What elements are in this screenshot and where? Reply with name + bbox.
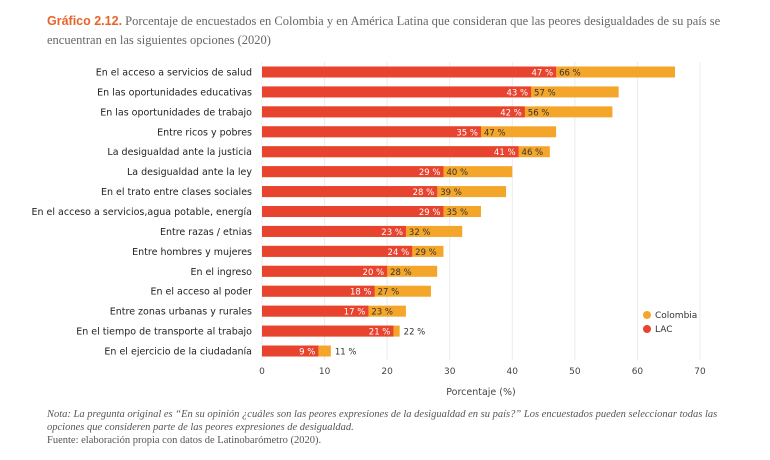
data-label-colombia: 40 % xyxy=(446,168,468,178)
source-text: Fuente: elaboración propia con datos de … xyxy=(47,435,322,446)
category-label: Entre ricos y pobres xyxy=(157,127,252,138)
title-text: Porcentaje de encuestados en Colombia y … xyxy=(47,14,721,47)
data-label-colombia: 11 % xyxy=(335,348,357,358)
bar-lac xyxy=(262,285,375,297)
data-label-colombia: 22 % xyxy=(404,328,426,338)
bar-lac xyxy=(262,325,394,337)
data-label-colombia: 39 % xyxy=(440,188,462,198)
category-label: En el tiempo de transporte al trabajo xyxy=(76,327,252,338)
bar-lac xyxy=(262,146,519,158)
data-label-colombia: 23 % xyxy=(371,308,393,318)
x-tick-label: 20 xyxy=(381,367,393,377)
data-label-lac: 42 % xyxy=(500,108,522,118)
x-tick-label: 70 xyxy=(694,367,706,377)
bar-lac xyxy=(262,66,557,78)
bar-lac xyxy=(262,86,532,98)
bar-lac xyxy=(262,206,444,218)
bar-lac xyxy=(262,245,413,257)
category-label: En las oportunidades educativas xyxy=(97,87,252,98)
bar-lac xyxy=(262,166,444,178)
data-label-lac: 28 % xyxy=(413,188,435,198)
data-label-colombia: 57 % xyxy=(534,88,556,98)
data-label-colombia: 35 % xyxy=(446,208,468,218)
figure-number: Gráfico 2.12. xyxy=(47,14,123,28)
data-label-lac: 9 % xyxy=(299,348,315,358)
bar-lac xyxy=(262,345,319,357)
data-label-colombia: 46 % xyxy=(522,148,544,158)
note-text: Nota: La pregunta original es “En su opi… xyxy=(47,409,718,433)
legend-label-colombia: Colombia xyxy=(655,311,697,321)
category-label: Entre razas / etnias xyxy=(160,227,252,238)
legend-marker-colombia xyxy=(643,311,651,319)
category-label: En el ejercicio de la ciudadanía xyxy=(104,347,252,358)
data-label-lac: 18 % xyxy=(350,288,372,298)
data-label-colombia: 32 % xyxy=(409,228,431,238)
data-label-lac: 47 % xyxy=(531,69,553,79)
category-label: La desigualdad ante la justicia xyxy=(107,147,252,158)
data-label-colombia: 66 % xyxy=(559,69,581,79)
data-label-colombia: 29 % xyxy=(415,248,437,258)
x-tick-label: 50 xyxy=(569,367,581,377)
data-label-lac: 23 % xyxy=(381,228,403,238)
bar-lac xyxy=(262,126,481,138)
bar-lac xyxy=(262,225,406,237)
chart-title: Gráfico 2.12. Porcentaje de encuestados … xyxy=(47,12,757,50)
data-label-colombia: 28 % xyxy=(390,268,412,278)
x-tick-label: 30 xyxy=(444,367,456,377)
legend-marker-lac xyxy=(643,325,651,333)
bar-lac xyxy=(262,186,438,198)
category-label: En el acceso a servicios de salud xyxy=(96,68,252,79)
data-label-lac: 43 % xyxy=(506,88,528,98)
bar-lac xyxy=(262,265,388,277)
x-tick-label: 0 xyxy=(259,367,265,377)
category-label: Entre zonas urbanas y rurales xyxy=(110,307,252,318)
data-label-lac: 20 % xyxy=(363,268,385,278)
category-label: En las oportunidades de trabajo xyxy=(100,107,252,118)
category-label: La desigualdad ante la ley xyxy=(127,167,252,178)
category-label: En el ingreso xyxy=(190,267,252,278)
x-tick-label: 40 xyxy=(507,367,519,377)
data-label-lac: 41 % xyxy=(494,148,516,158)
x-tick-label: 10 xyxy=(319,367,331,377)
data-label-colombia: 56 % xyxy=(528,108,550,118)
data-label-colombia: 47 % xyxy=(484,128,506,138)
data-label-lac: 35 % xyxy=(456,128,478,138)
bar-lac xyxy=(262,106,525,118)
category-label: Entre hombres y mujeres xyxy=(132,247,252,258)
chart-notes: Nota: La pregunta original es “En su opi… xyxy=(47,408,757,447)
category-label: En el acceso a servicios,agua potable, e… xyxy=(32,207,253,218)
data-label-lac: 29 % xyxy=(419,168,441,178)
category-label: En el trato entre clases sociales xyxy=(101,187,252,198)
x-axis-label: Porcentaje (%) xyxy=(446,387,515,398)
data-label-lac: 24 % xyxy=(388,248,410,258)
legend-label-lac: LAC xyxy=(655,325,673,335)
bar-lac xyxy=(262,305,369,317)
x-tick-label: 60 xyxy=(632,367,644,377)
data-label-colombia: 27 % xyxy=(378,288,400,298)
data-label-lac: 21 % xyxy=(369,328,391,338)
category-label: En el acceso al poder xyxy=(150,287,252,298)
data-label-lac: 17 % xyxy=(344,308,366,318)
data-label-lac: 29 % xyxy=(419,208,441,218)
